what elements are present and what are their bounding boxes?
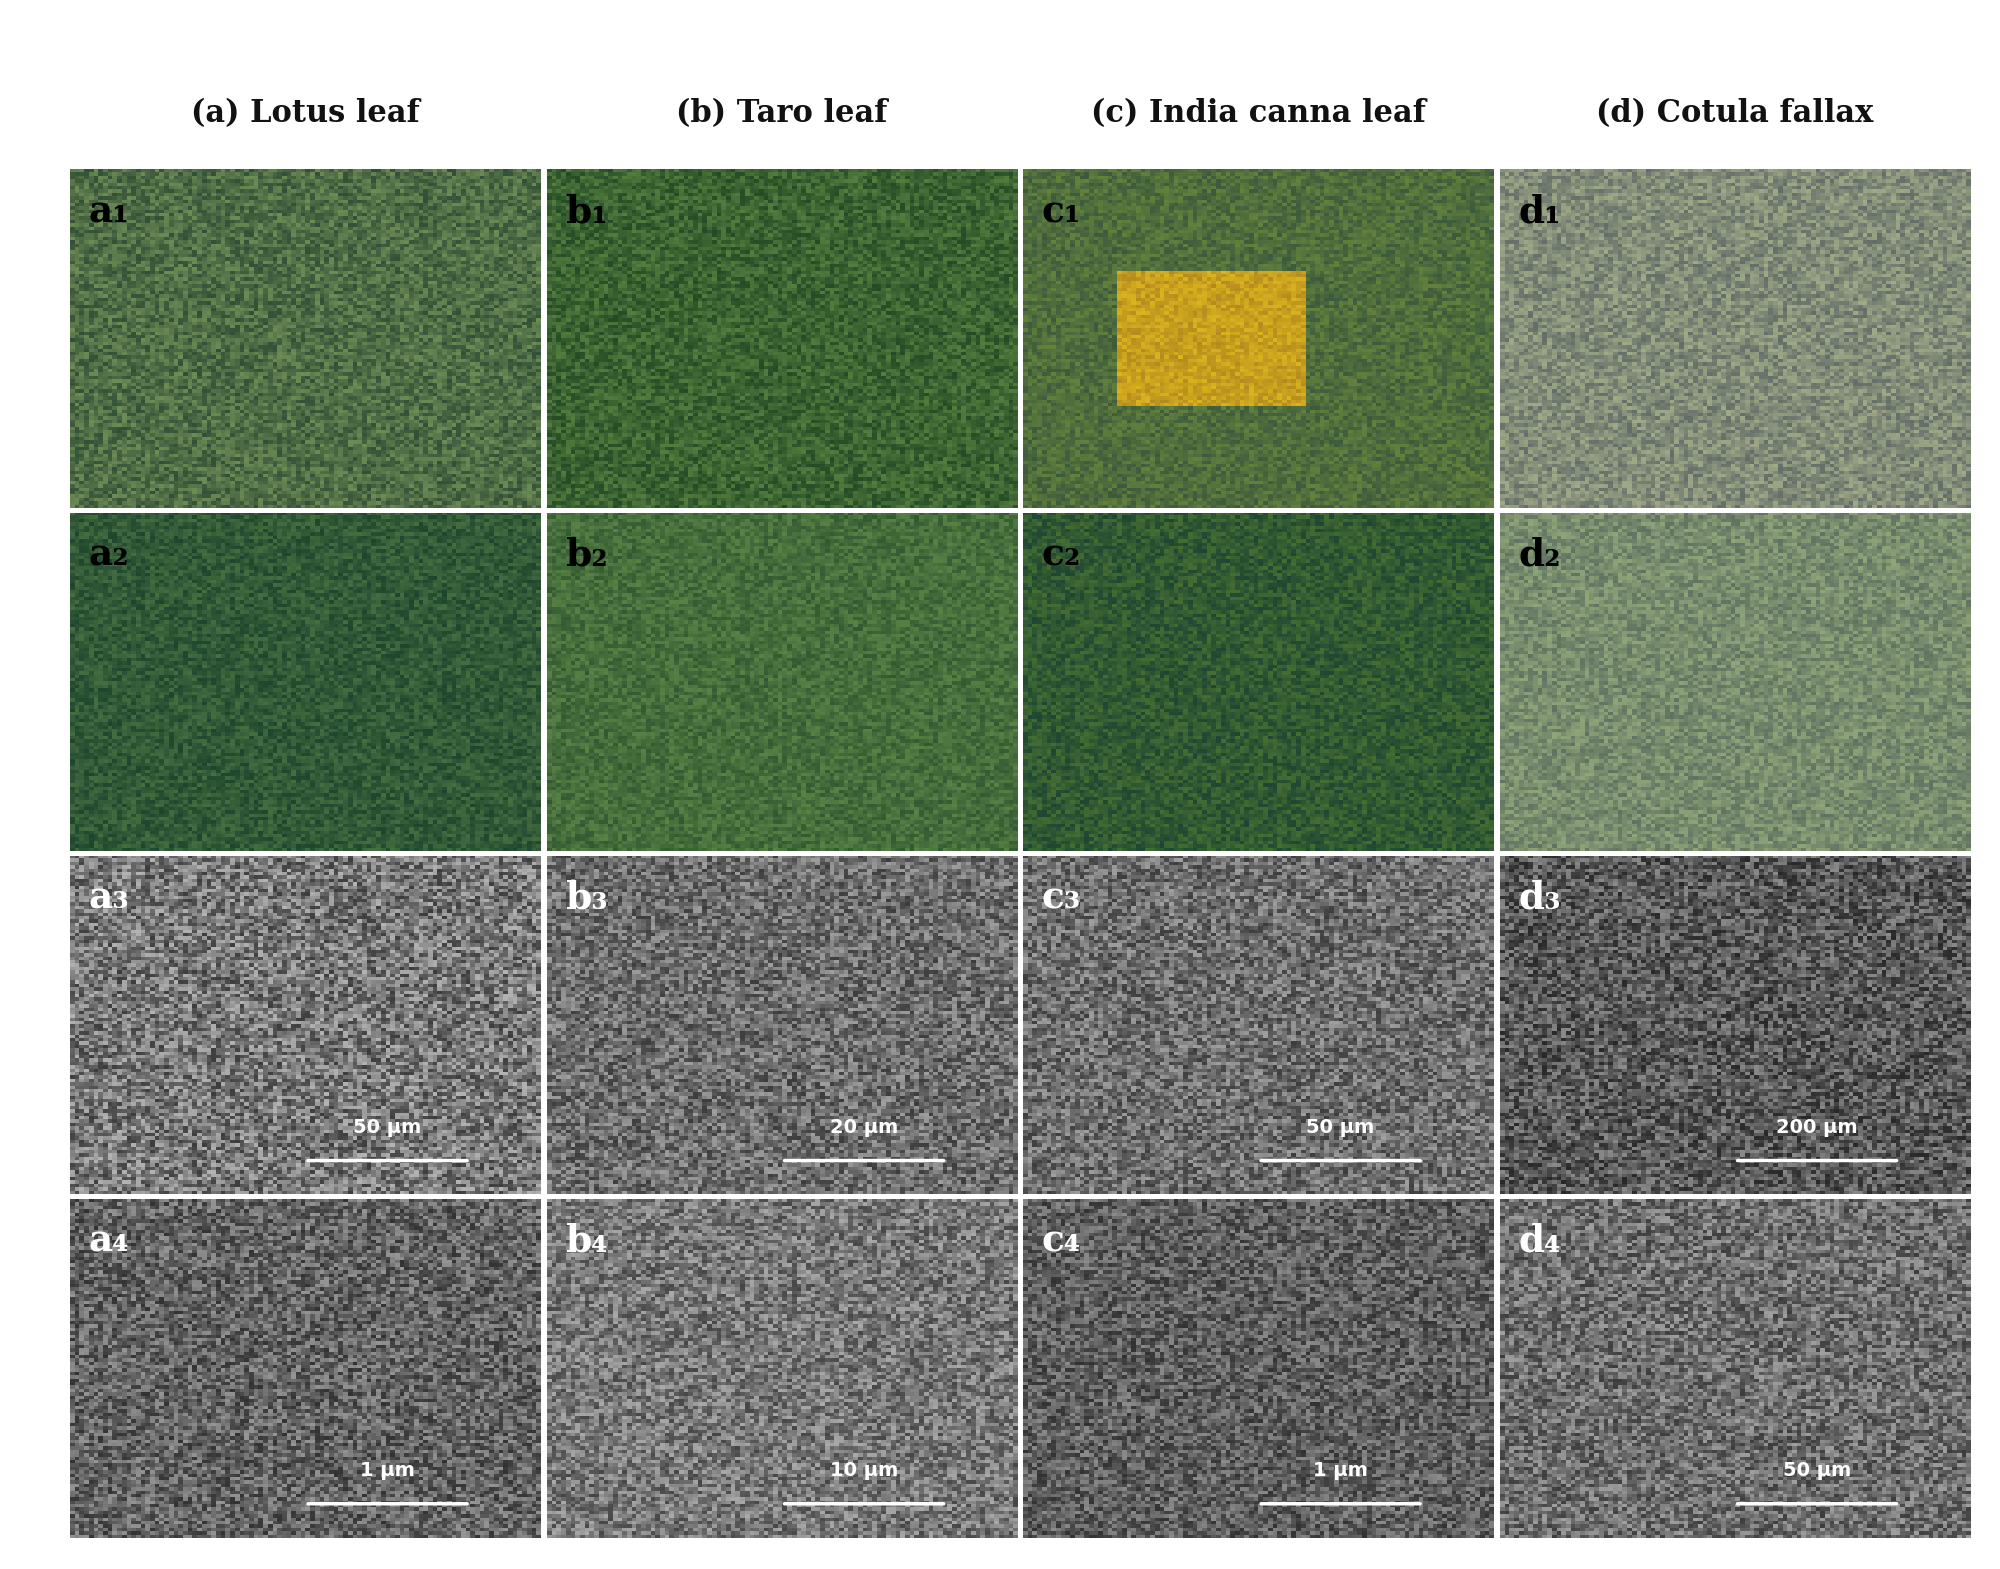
Text: c₃: c₃	[1042, 880, 1082, 916]
Text: 1 μm: 1 μm	[360, 1461, 416, 1480]
Text: a₃: a₃	[88, 880, 130, 916]
Text: c₄: c₄	[1042, 1222, 1082, 1260]
Text: 1 μm: 1 μm	[1314, 1461, 1368, 1480]
Text: 20 μm: 20 μm	[830, 1117, 898, 1138]
Text: d₁: d₁	[1518, 193, 1560, 231]
Text: d₃: d₃	[1518, 880, 1560, 916]
Text: b₄: b₄	[566, 1222, 608, 1260]
Text: (d) Cotula fallax: (d) Cotula fallax	[1596, 99, 1874, 129]
Text: 10 μm: 10 μm	[830, 1461, 898, 1480]
Text: 50 μm: 50 μm	[1306, 1117, 1374, 1138]
Text: a₄: a₄	[88, 1222, 130, 1260]
Text: (b) Taro leaf: (b) Taro leaf	[676, 99, 888, 129]
Text: 50 μm: 50 μm	[354, 1117, 422, 1138]
Text: d₄: d₄	[1518, 1222, 1560, 1260]
Text: b₁: b₁	[566, 193, 608, 231]
Text: c₂: c₂	[1042, 537, 1082, 573]
Text: (c) India canna leaf: (c) India canna leaf	[1090, 99, 1426, 129]
Text: (a) Lotus leaf: (a) Lotus leaf	[190, 99, 420, 129]
Text: a₁: a₁	[88, 193, 130, 231]
Text: 50 μm: 50 μm	[1782, 1461, 1852, 1480]
Text: a₂: a₂	[88, 537, 130, 573]
Text: d₂: d₂	[1518, 537, 1560, 573]
Text: c₁: c₁	[1042, 193, 1082, 231]
Text: b₃: b₃	[566, 880, 608, 916]
Text: b₂: b₂	[566, 537, 608, 573]
Text: 200 μm: 200 μm	[1776, 1117, 1858, 1138]
